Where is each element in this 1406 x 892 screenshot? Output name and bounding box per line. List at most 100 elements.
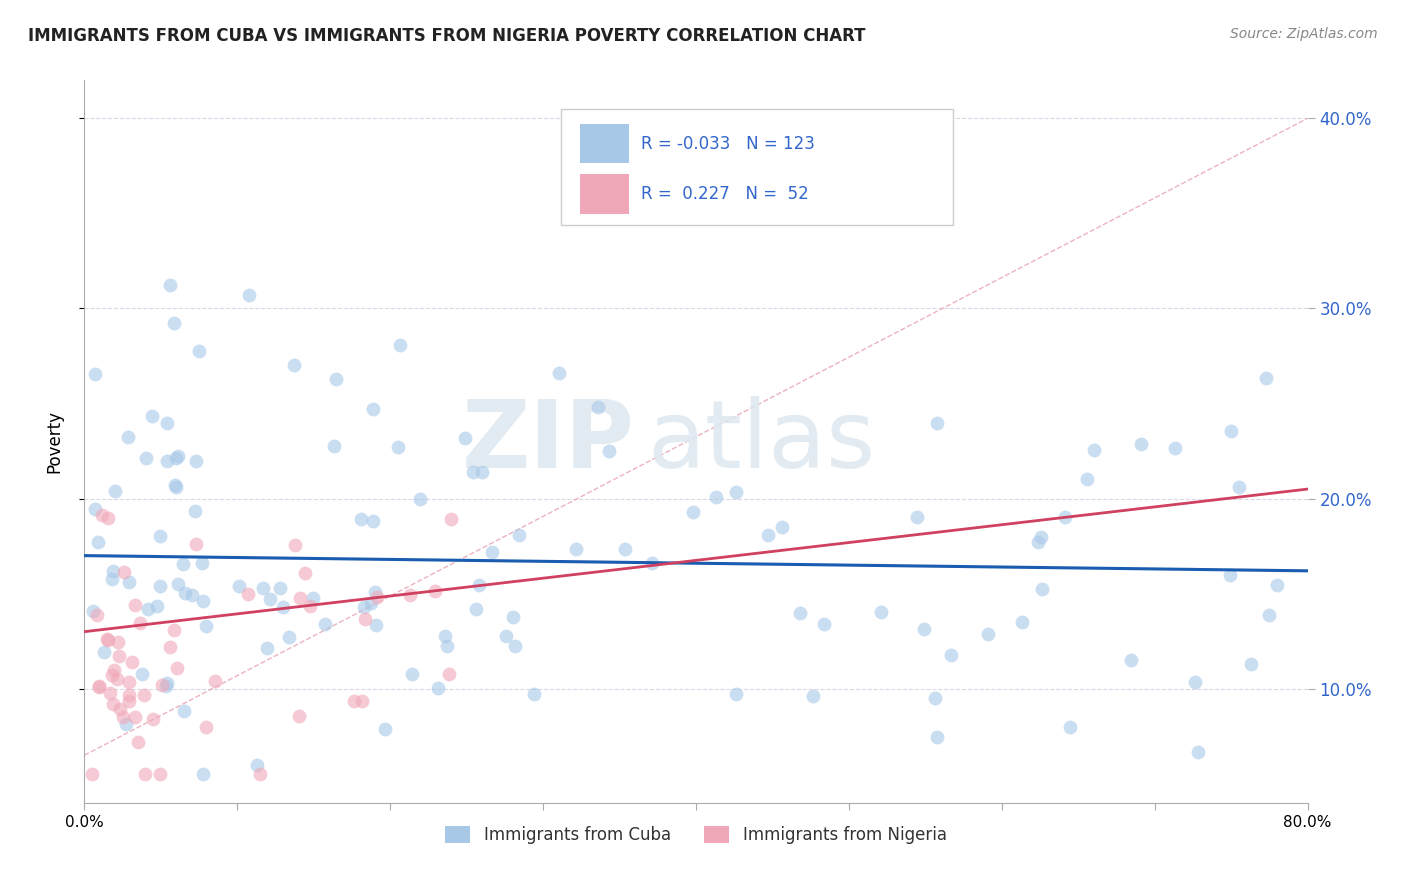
Point: [117, 675, 139, 690]
Point: [82, 604, 104, 618]
Point: [387, 440, 409, 454]
Point: [238, 288, 260, 302]
Point: [343, 694, 366, 708]
Point: [322, 438, 344, 452]
Point: [181, 588, 204, 602]
Legend: Immigrants from Cuba, Immigrants from Nigeria: Immigrants from Cuba, Immigrants from Ni…: [437, 817, 955, 852]
Text: IMMIGRANTS FROM CUBA VS IMMIGRANTS FROM NIGERIA POVERTY CORRELATION CHART: IMMIGRANTS FROM CUBA VS IMMIGRANTS FROM …: [28, 27, 866, 45]
Point: [155, 679, 177, 693]
Point: [149, 767, 172, 781]
Point: [283, 358, 305, 372]
Point: [141, 409, 163, 423]
Point: [97, 632, 120, 647]
Point: [134, 767, 156, 781]
Point: [399, 588, 422, 602]
Point: [246, 758, 269, 772]
Point: [481, 545, 503, 559]
Point: [434, 629, 457, 643]
Point: [704, 490, 727, 504]
Point: [173, 586, 195, 600]
Point: [135, 451, 157, 466]
Point: [366, 618, 388, 632]
Point: [259, 591, 281, 606]
Point: [150, 677, 173, 691]
Point: [870, 605, 893, 619]
Point: [523, 687, 546, 701]
Point: [1053, 510, 1076, 524]
Point: [388, 338, 411, 352]
Point: [93, 645, 115, 659]
Point: [163, 316, 186, 330]
Point: [427, 681, 450, 695]
Point: [252, 581, 274, 595]
Point: [927, 416, 949, 430]
Point: [149, 529, 172, 543]
Point: [89, 679, 111, 693]
Text: Source: ZipAtlas.com: Source: ZipAtlas.com: [1230, 27, 1378, 41]
Point: [117, 430, 139, 444]
Point: [146, 599, 169, 613]
Point: [132, 688, 155, 702]
Bar: [579, 174, 628, 214]
Point: [115, 717, 138, 731]
Point: [100, 668, 122, 682]
Point: [325, 372, 347, 386]
Point: [184, 537, 207, 551]
Point: [290, 591, 312, 605]
Point: [204, 674, 226, 689]
Text: R =  0.227   N =  52: R = 0.227 N = 52: [641, 186, 808, 203]
Point: [463, 465, 485, 479]
Point: [495, 628, 517, 642]
Point: [468, 578, 491, 592]
Point: [118, 688, 141, 702]
Point: [813, 617, 835, 632]
Point: [924, 690, 946, 705]
Point: [1119, 653, 1142, 667]
Point: [236, 586, 259, 600]
Point: [124, 598, 146, 612]
Point: [117, 693, 139, 707]
Point: [165, 450, 187, 465]
Point: [789, 606, 811, 620]
Point: [166, 577, 188, 591]
Point: [508, 528, 530, 542]
Point: [121, 655, 143, 669]
Point: [191, 556, 214, 570]
Point: [108, 648, 131, 663]
Point: [1187, 745, 1209, 759]
Point: [927, 730, 949, 744]
Point: [80, 767, 103, 781]
Text: R = -0.033   N = 123: R = -0.033 N = 123: [641, 135, 815, 153]
Point: [156, 454, 179, 468]
Point: [401, 666, 423, 681]
Text: atlas: atlas: [647, 395, 876, 488]
Point: [163, 624, 186, 638]
Point: [1011, 615, 1033, 630]
Point: [353, 599, 375, 614]
Point: [564, 541, 586, 556]
Point: [86, 608, 108, 623]
Point: [361, 514, 384, 528]
Point: [1164, 442, 1187, 456]
Point: [131, 666, 153, 681]
Point: [191, 767, 214, 781]
Point: [167, 449, 190, 463]
Point: [127, 735, 149, 749]
Point: [141, 713, 163, 727]
Point: [301, 591, 323, 605]
Point: [440, 511, 463, 525]
Point: [183, 504, 205, 518]
Point: [89, 680, 111, 694]
Point: [271, 599, 294, 614]
Point: [614, 541, 637, 556]
Point: [100, 572, 122, 586]
Point: [91, 508, 114, 522]
Point: [107, 635, 129, 649]
Point: [124, 710, 146, 724]
Point: [436, 639, 458, 653]
Point: [149, 579, 172, 593]
FancyBboxPatch shape: [561, 109, 953, 225]
Point: [256, 640, 278, 655]
Point: [173, 704, 195, 718]
Point: [366, 591, 388, 605]
